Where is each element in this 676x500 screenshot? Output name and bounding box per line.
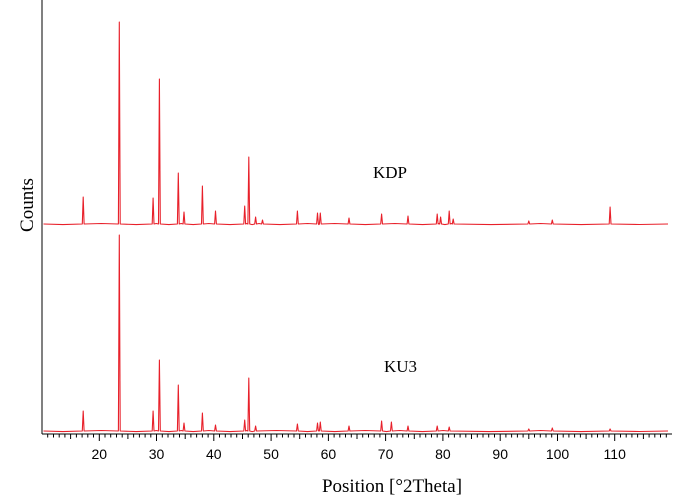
trace-ku3 (43, 234, 669, 433)
axes-group: 20 30 40 50 60 70 80 90 100 110 (41, 0, 672, 462)
x-tick-label: 110 (604, 446, 627, 462)
x-tick-label: 70 (378, 446, 394, 462)
x-axis-title: Position [°2Theta] (322, 476, 462, 497)
x-ticks-group: 20 30 40 50 60 70 80 90 100 110 (47, 434, 667, 462)
x-tick-label: 40 (206, 446, 222, 462)
x-tick-label: 30 (149, 446, 165, 462)
series-label-ku3: KU3 (384, 357, 417, 376)
x-tick-label: 60 (321, 446, 337, 462)
trace-kdp (43, 21, 669, 226)
x-tick-label: 20 (92, 446, 108, 462)
y-axis-title: Counts (17, 178, 38, 232)
x-tick-label: 50 (263, 446, 279, 462)
series-label-kdp: KDP (373, 163, 407, 182)
x-tick-label: 100 (546, 446, 570, 462)
x-tick-label: 90 (492, 446, 508, 462)
x-tick-label: 80 (435, 446, 451, 462)
traces-group (43, 21, 669, 433)
